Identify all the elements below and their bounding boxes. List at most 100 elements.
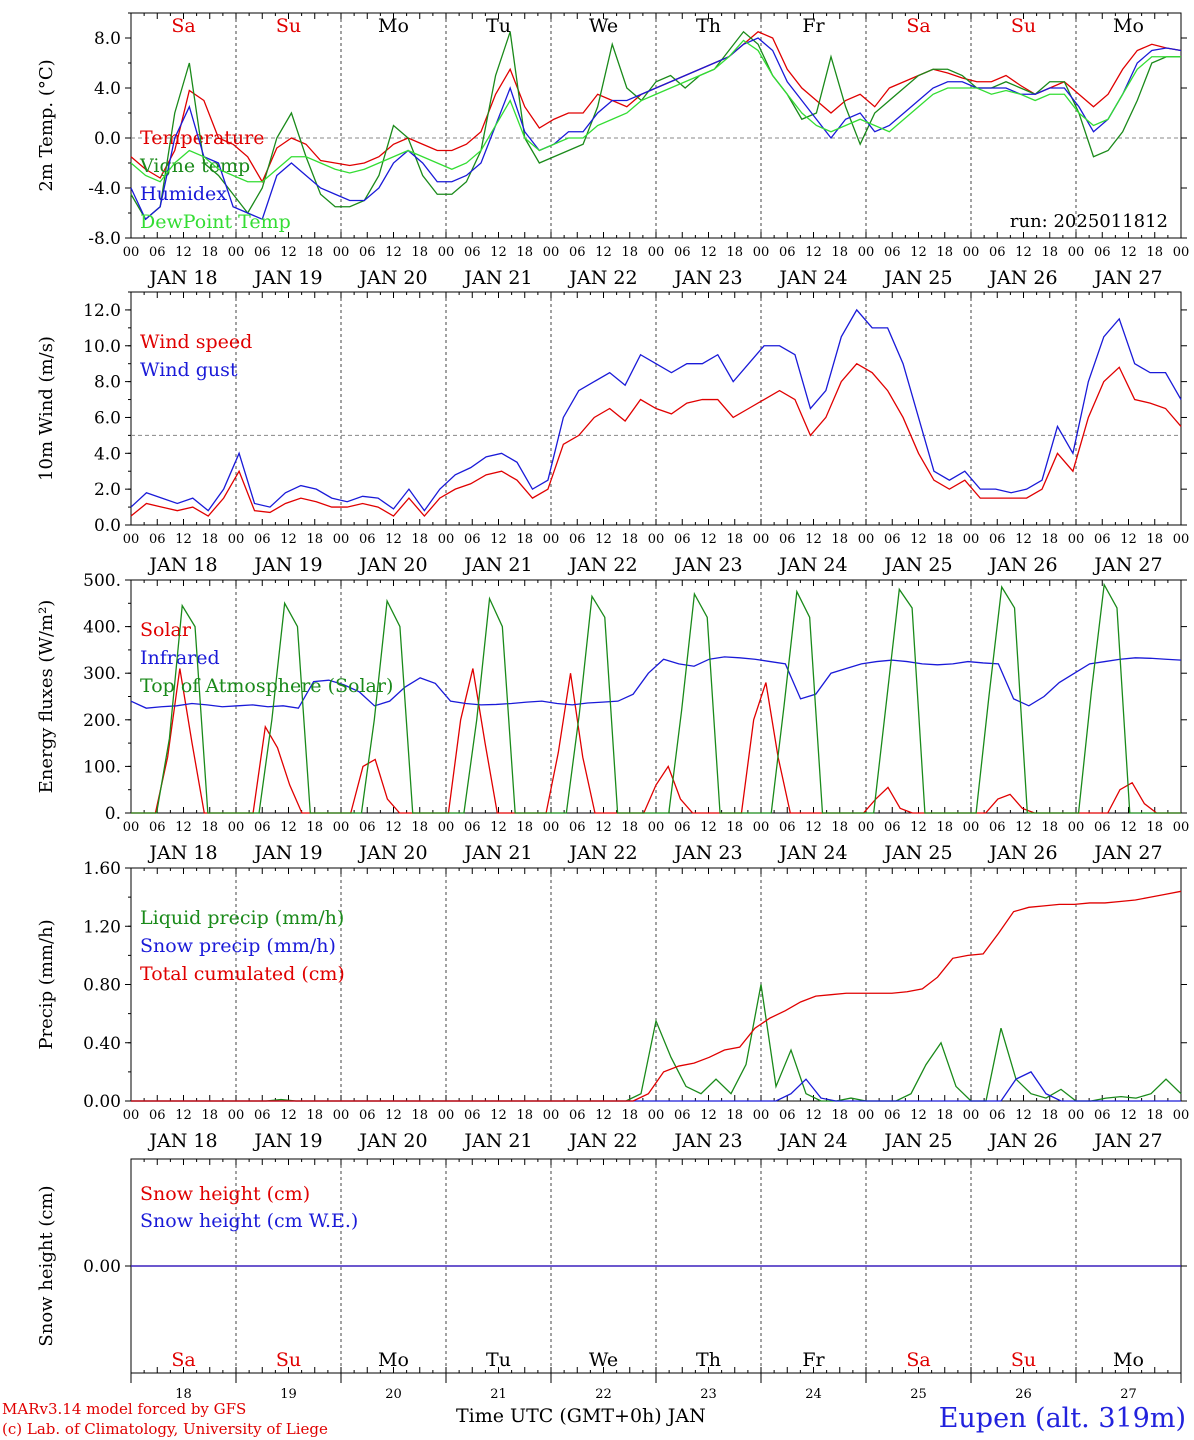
y-axis-label: 2m Temp. (°C) bbox=[36, 59, 57, 191]
hour-tick-label: 06 bbox=[884, 532, 901, 547]
hour-tick-label: 18 bbox=[621, 1108, 638, 1123]
hour-tick-label: 18 bbox=[726, 532, 743, 547]
hour-tick-label: 00 bbox=[963, 1108, 980, 1123]
hour-tick-label: 12 bbox=[385, 245, 402, 260]
hour-tick-label: 18 bbox=[516, 532, 533, 547]
hour-tick-label: 00 bbox=[543, 245, 560, 260]
hour-tick-label: 00 bbox=[648, 1108, 665, 1123]
hour-tick-label: 12 bbox=[1015, 245, 1032, 260]
date-label: JAN 22 bbox=[567, 842, 637, 864]
hour-tick-label: 12 bbox=[700, 820, 717, 835]
weekday-label-bottom: Fr bbox=[802, 1349, 825, 1371]
day-number-label: 23 bbox=[700, 1387, 717, 1402]
hour-tick-label: 06 bbox=[569, 532, 586, 547]
hour-tick-label: 18 bbox=[1041, 820, 1058, 835]
date-label: JAN 23 bbox=[672, 1130, 742, 1152]
hour-tick-label: 00 bbox=[438, 820, 455, 835]
weekday-label-top: Mo bbox=[378, 15, 409, 37]
hour-tick-label: 12 bbox=[700, 245, 717, 260]
panel-4: 0.00 0.40 0.80 1.20 1.60 Precip (mm/h) Liquid … bbox=[36, 859, 1189, 1152]
day-number-label: 18 bbox=[175, 1387, 192, 1402]
hour-tick-label: 00 bbox=[333, 1108, 350, 1123]
y-tick-label: 2.0 bbox=[94, 480, 121, 500]
hour-tick-label: 00 bbox=[858, 1108, 875, 1123]
hour-tick-label: 06 bbox=[149, 1108, 166, 1123]
hour-tick-label: 18 bbox=[936, 820, 953, 835]
date-label: JAN 21 bbox=[462, 554, 532, 576]
hour-tick-label: 00 bbox=[333, 532, 350, 547]
hour-tick-label: 12 bbox=[490, 245, 507, 260]
day-number-label: 26 bbox=[1015, 1387, 1032, 1402]
date-label: JAN 26 bbox=[987, 554, 1057, 576]
y-tick-label: 12.0 bbox=[83, 301, 121, 321]
hour-tick-label: 00 bbox=[333, 245, 350, 260]
date-label: JAN 27 bbox=[1092, 267, 1162, 289]
legend-entry: Wind speed bbox=[140, 331, 252, 353]
hour-tick-label: 00 bbox=[963, 532, 980, 547]
hour-tick-label: 06 bbox=[464, 532, 481, 547]
hour-tick-label: 18 bbox=[201, 820, 218, 835]
date-label: JAN 20 bbox=[357, 554, 427, 576]
hour-tick-label: 12 bbox=[700, 1108, 717, 1123]
hour-tick-label: 06 bbox=[254, 820, 271, 835]
y-tick-label: 0.00 bbox=[83, 1092, 121, 1112]
date-label: JAN 25 bbox=[882, 1130, 952, 1152]
date-label: JAN 25 bbox=[882, 554, 952, 576]
hour-tick-label: 12 bbox=[280, 820, 297, 835]
weekday-label-bottom: Tu bbox=[486, 1349, 511, 1371]
hour-tick-label: 06 bbox=[1094, 245, 1111, 260]
hour-tick-label: 06 bbox=[254, 245, 271, 260]
hour-tick-label: 12 bbox=[1120, 532, 1137, 547]
hour-tick-label: 00 bbox=[123, 532, 140, 547]
y-tick-label: 4.0 bbox=[94, 79, 121, 99]
hour-tick-label: 18 bbox=[1041, 245, 1058, 260]
series-line-humidex bbox=[130, 37, 1182, 221]
date-label: JAN 25 bbox=[882, 842, 952, 864]
hour-tick-label-end: 00 bbox=[1173, 1108, 1190, 1123]
hour-tick-label: 00 bbox=[753, 245, 770, 260]
weekday-label-top: Tu bbox=[486, 15, 511, 37]
footer-credit: (c) Lab. of Climatology, University of L… bbox=[2, 1420, 328, 1438]
hour-tick-label: 12 bbox=[805, 1108, 822, 1123]
date-label: JAN 23 bbox=[672, 267, 742, 289]
hour-tick-label: 06 bbox=[464, 1108, 481, 1123]
hour-tick-label: 06 bbox=[989, 1108, 1006, 1123]
station-title: Eupen (alt. 319m) bbox=[938, 1403, 1186, 1434]
hour-tick-label: 06 bbox=[149, 532, 166, 547]
y-tick-label: 4.0 bbox=[94, 444, 121, 464]
weekday-label-bottom: Su bbox=[1011, 1349, 1036, 1371]
weekday-label-top: Fr bbox=[802, 15, 825, 37]
y-tick-label: 300. bbox=[83, 664, 121, 684]
hour-tick-label: 12 bbox=[175, 820, 192, 835]
series-line-wind-gust bbox=[130, 308, 1182, 512]
hour-tick-label: 00 bbox=[123, 1108, 140, 1123]
hour-tick-label: 18 bbox=[411, 245, 428, 260]
hour-tick-label: 06 bbox=[1094, 532, 1111, 547]
hour-tick-label: 12 bbox=[175, 245, 192, 260]
hour-tick-label: 12 bbox=[1015, 820, 1032, 835]
hour-tick-label: 12 bbox=[805, 245, 822, 260]
hour-tick-label: 00 bbox=[438, 1108, 455, 1123]
hour-tick-label: 00 bbox=[333, 820, 350, 835]
hour-tick-label: 00 bbox=[963, 820, 980, 835]
hour-tick-label: 06 bbox=[1094, 820, 1111, 835]
hour-tick-label-end: 00 bbox=[1173, 532, 1190, 547]
panel-3: 0. 100. 200. 300. 400. 500. Energy fluxes (W/m… bbox=[36, 571, 1189, 864]
weekday-label-top: Sa bbox=[906, 15, 930, 37]
hour-tick-label: 00 bbox=[438, 532, 455, 547]
hour-tick-label: 06 bbox=[359, 532, 376, 547]
hour-tick-label: 12 bbox=[595, 1108, 612, 1123]
weekday-label-top: Mo bbox=[1113, 15, 1144, 37]
date-label: JAN 22 bbox=[567, 1130, 637, 1152]
hour-tick-label: 00 bbox=[228, 820, 245, 835]
hour-tick-label: 12 bbox=[595, 820, 612, 835]
hour-tick-label: 06 bbox=[569, 1108, 586, 1123]
weekday-label-bottom: Sa bbox=[171, 1349, 195, 1371]
date-label: JAN 27 bbox=[1092, 554, 1162, 576]
legend-entry: Top of Atmosphere (Solar) bbox=[140, 675, 393, 697]
hour-tick-label: 06 bbox=[989, 532, 1006, 547]
weekday-label-bottom: Th bbox=[696, 1349, 721, 1371]
hour-tick-label: 18 bbox=[621, 245, 638, 260]
hour-tick-label: 18 bbox=[726, 820, 743, 835]
footer-model: MARv3.14 model forced by GFS bbox=[2, 1400, 247, 1418]
